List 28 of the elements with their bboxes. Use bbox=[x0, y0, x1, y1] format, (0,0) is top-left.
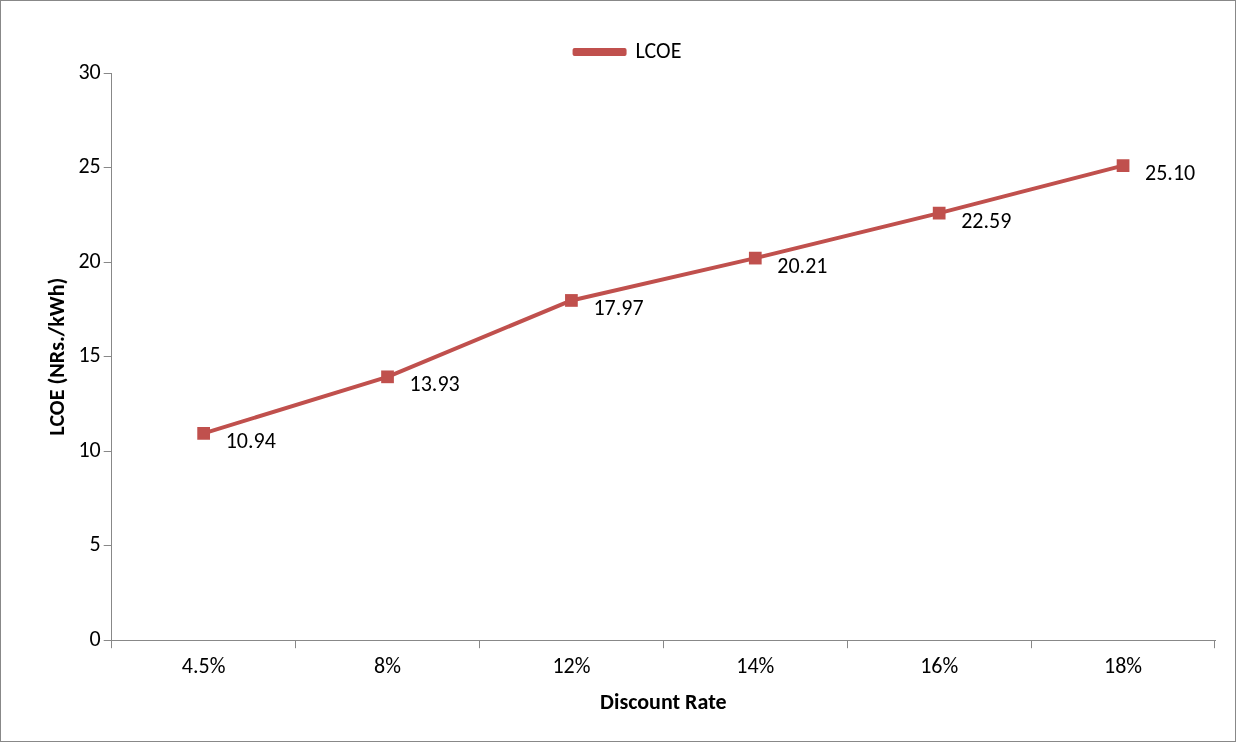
y-tick-label: 20 bbox=[78, 246, 101, 274]
point bbox=[565, 294, 578, 307]
y-tick-label: 15 bbox=[78, 341, 101, 369]
data-label: 22.59 bbox=[961, 206, 1012, 234]
data-label: 25.10 bbox=[1145, 159, 1196, 187]
point bbox=[197, 427, 211, 440]
y-tick-label: 5 bbox=[89, 530, 101, 558]
x-tick-label: 18% bbox=[1104, 651, 1143, 679]
point bbox=[381, 370, 394, 384]
data-label: 10.94 bbox=[225, 426, 276, 454]
data-label: 17.97 bbox=[593, 293, 644, 321]
point bbox=[1116, 159, 1130, 173]
x-tick-label: 14% bbox=[736, 651, 775, 679]
y-tick-label: 0 bbox=[89, 624, 101, 652]
x-axis-title: Discount Rate bbox=[600, 688, 727, 716]
data-label: 20.21 bbox=[777, 251, 828, 279]
data-label: 13.93 bbox=[409, 370, 460, 398]
y-tick-label: 30 bbox=[78, 57, 101, 85]
legend-label: LCOE bbox=[635, 36, 682, 64]
x-tick-label: 16% bbox=[920, 651, 959, 679]
x-tick-label: 8% bbox=[374, 651, 402, 679]
point bbox=[932, 206, 946, 220]
point bbox=[748, 251, 762, 265]
y-tick-label: 25 bbox=[78, 152, 101, 180]
y-axis-title: LCOE (NRs./kWh) bbox=[42, 277, 70, 436]
x-tick-label: 12% bbox=[552, 651, 591, 679]
x-tick-label: 4.5% bbox=[181, 651, 226, 679]
y-tick-label: 10 bbox=[78, 435, 101, 463]
